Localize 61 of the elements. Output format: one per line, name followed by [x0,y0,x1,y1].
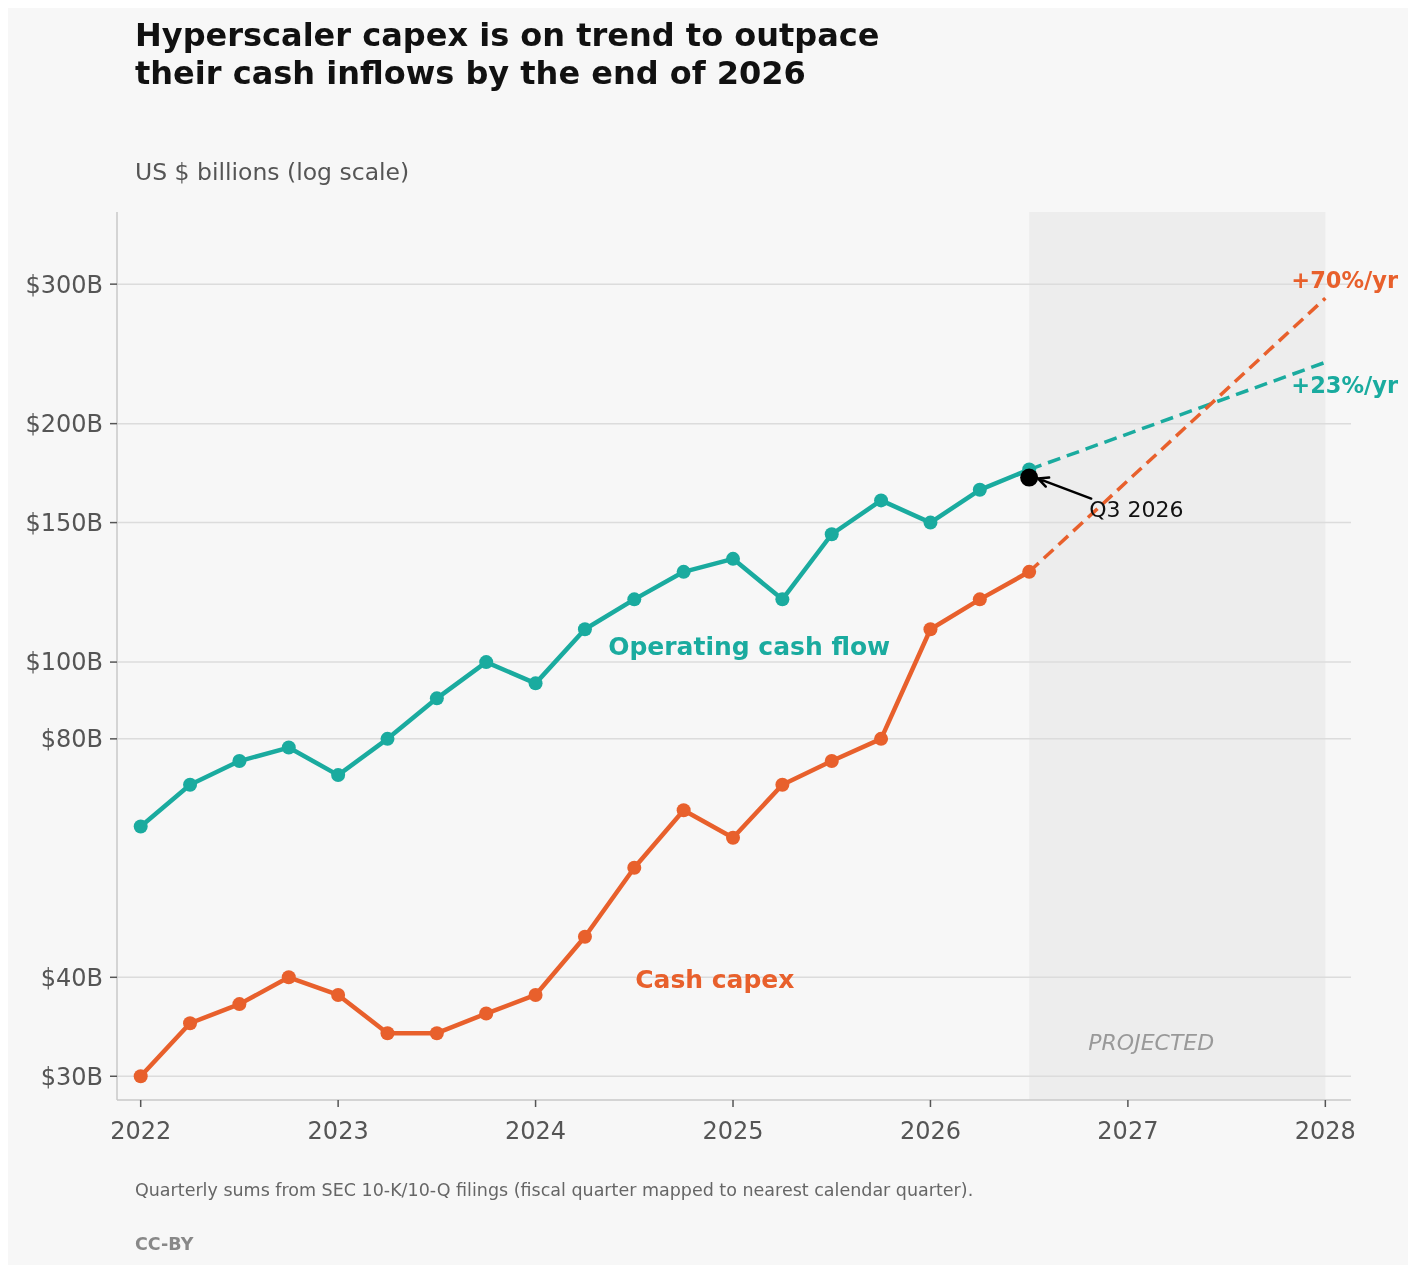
point [331,768,346,783]
point [874,493,889,508]
point [775,777,790,792]
point [429,691,444,706]
point [923,515,938,530]
point [627,860,642,875]
annotation: Q3 2026 [1089,496,1184,522]
y-tick-label: $150B [25,509,103,537]
series-label: +70%/yr [1291,267,1399,294]
point [133,1069,148,1084]
x-tick-label: 2028 [1294,1117,1356,1145]
point [577,622,592,637]
point [923,622,938,637]
point [627,592,642,607]
series-label: Operating cash flow [608,632,891,662]
x-tick-label: 2027 [1097,1117,1159,1145]
point [528,676,543,691]
chart-title: Hyperscaler capex is on trend to outpace their cash inflows by the end of 2026 [135,16,880,92]
point [479,1006,494,1021]
x-tick-label: 2022 [110,1117,172,1145]
point [726,830,741,845]
series-label: +23%/yr [1291,372,1399,399]
text: Cash capex [635,965,795,995]
point [429,1026,444,1041]
point [281,740,296,755]
point [183,777,198,792]
y-tick-label: $100B [25,648,103,677]
point [281,970,296,985]
point [528,987,543,1002]
point [874,731,889,746]
x-tick-label: 2025 [702,1117,764,1145]
y-tick-label: $30B [40,1062,103,1091]
x-tick-label: 2024 [505,1117,567,1145]
point [824,754,839,769]
y-tick-label: $40B [40,963,103,992]
point [972,482,987,497]
point [824,527,839,542]
point [972,592,987,607]
y-tick-label: $200B [25,410,103,439]
point [775,592,790,607]
point [232,754,247,769]
point [380,1026,395,1041]
point [133,819,148,834]
point [380,731,395,746]
text: Quarterly sums from SEC 10-K/10-Q filings (fiscal quarter mapped to nearest calendar quarter). [135,1180,974,1200]
point [331,987,346,1002]
point [479,655,494,670]
point [726,551,741,566]
point [577,929,592,944]
y-axis-title: US $ billions (log scale) [135,158,410,186]
point [232,997,247,1012]
y-tick-label: $80B [40,725,103,754]
y-tick-label: $300B [25,270,103,299]
point [676,803,691,818]
x-tick-label: 2023 [307,1117,369,1145]
point [676,564,691,579]
band-label: PROJECTED [1088,1030,1215,1055]
text: CC-BY [135,1234,194,1254]
point [183,1016,198,1031]
x-tick-label: 2026 [899,1117,961,1145]
point [1022,564,1037,579]
